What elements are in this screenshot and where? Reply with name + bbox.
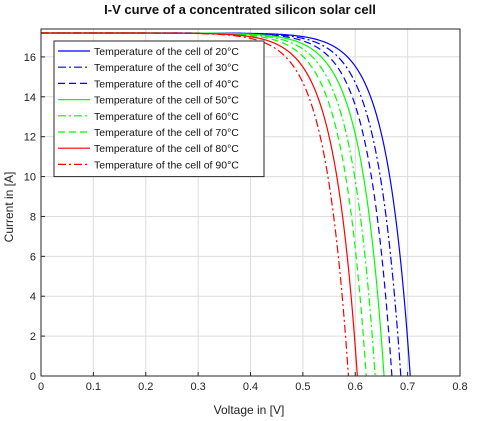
x-axis-label: Voltage in [V] [214,403,285,417]
x-tick-label: 0 [38,381,44,393]
x-tick-label: 0.5 [295,381,310,393]
legend-entry: Temperature of the cell of 60°C [94,111,239,123]
y-tick-label: 16 [24,52,36,64]
axis-ticks: 0 0.1 0.2 0.3 0.4 0.5 0.6 0.7 0.8 0 2 4 6 8 10 12 14 16 [24,52,468,393]
y-tick-label: 14 [24,92,36,104]
x-tick-label: 0.7 [400,381,415,393]
y-tick-label: 2 [30,331,36,343]
y-tick-label: 6 [30,251,36,263]
y-tick-label: 0 [30,371,36,383]
legend-entry: Temperature of the cell of 50°C [94,95,239,107]
y-tick-label: 8 [30,211,36,223]
chart-title: I-V curve of a concentrated silicon sola… [104,2,376,17]
y-tick-label: 12 [24,132,36,144]
y-axis-label: Current in [A] [2,172,16,243]
x-tick-label: 0.6 [348,381,363,393]
x-tick-label: 0.4 [243,381,258,393]
legend-box [53,40,265,178]
series-lines [41,32,411,377]
legend: Temperature of the cell of 20°C Temperatu… [53,40,265,178]
legend-entry: Temperature of the cell of 80°C [94,143,239,155]
legend-entry: Temperature of the cell of 20°C [94,46,239,58]
series-line [41,32,350,377]
x-tick-label: 0.1 [86,381,101,393]
y-tick-label: 4 [30,291,36,303]
x-tick-label: 0.8 [452,381,467,393]
x-tick-label: 0.2 [138,381,153,393]
legend-entry: Temperature of the cell of 70°C [94,127,239,139]
x-tick-label: 0.3 [190,381,205,393]
legend-entry: Temperature of the cell of 90°C [94,159,239,171]
legend-entry: Temperature of the cell of 40°C [94,78,239,90]
legend-entry: Temperature of the cell of 30°C [94,62,239,74]
series-line [41,32,367,377]
y-tick-label: 10 [24,172,36,184]
